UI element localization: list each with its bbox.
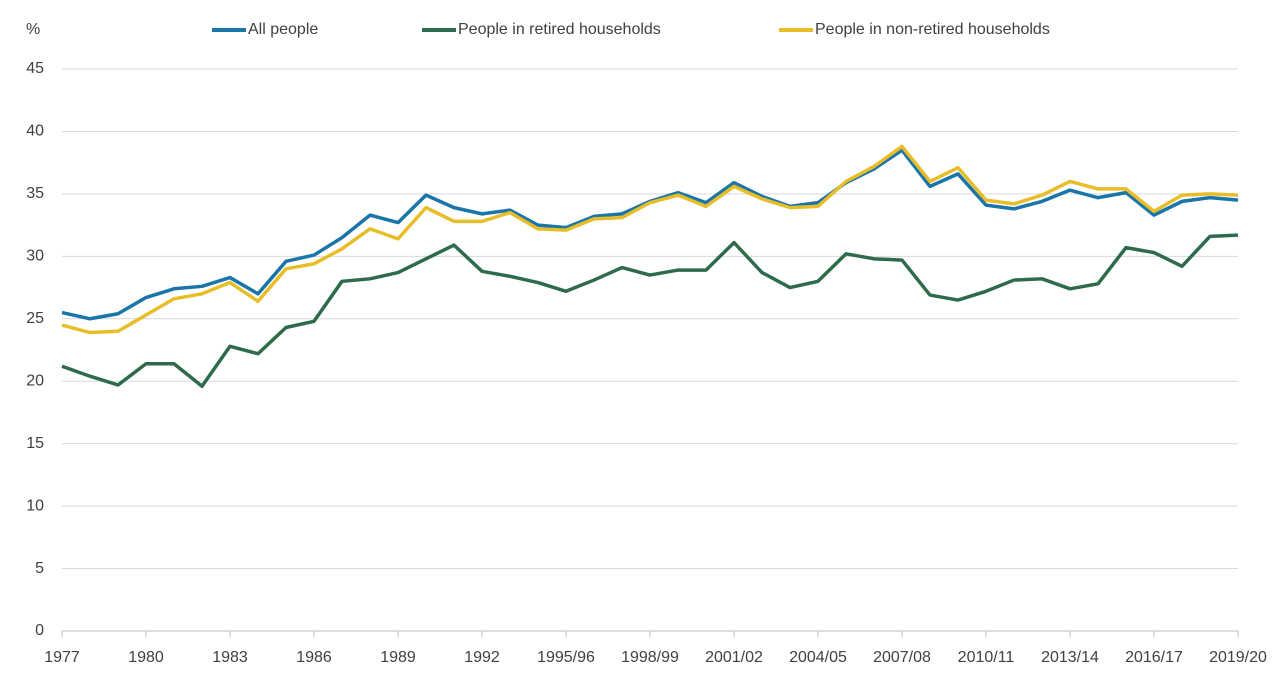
- x-tick-label: 1989: [380, 649, 416, 666]
- x-tick-label: 2016/17: [1125, 649, 1183, 666]
- y-tick-label: 5: [35, 560, 44, 577]
- legend-label: People in retired households: [458, 21, 661, 38]
- x-tick-label: 2001/02: [705, 649, 763, 666]
- y-tick-label: 25: [26, 310, 44, 327]
- y-tick-label: 45: [26, 60, 44, 77]
- x-tick-label: 1977: [44, 649, 80, 666]
- y-tick-label: 40: [26, 123, 44, 140]
- x-tick-label: 1983: [212, 649, 248, 666]
- legend-label: All people: [248, 21, 318, 38]
- x-tick-label: 2013/14: [1041, 649, 1099, 666]
- x-tick-label: 2004/05: [789, 649, 847, 666]
- x-tick-label: 2007/08: [873, 649, 931, 666]
- legend-label: People in non-retired households: [815, 21, 1050, 38]
- x-tick-label: 1998/99: [621, 649, 679, 666]
- y-tick-label: 0: [35, 622, 44, 639]
- x-tick-label: 1995/96: [537, 649, 595, 666]
- series-line: [61, 148, 1239, 321]
- y-axis-label: %: [26, 21, 40, 38]
- x-tick-label: 1980: [128, 649, 164, 666]
- y-tick-label: 30: [26, 248, 44, 265]
- y-tick-label: 10: [26, 497, 44, 514]
- series-line: [61, 144, 1239, 335]
- y-tick-label: 15: [26, 435, 44, 452]
- x-tick-label: 2019/20: [1209, 649, 1267, 666]
- series-line: [61, 233, 1239, 388]
- y-tick-label: 20: [26, 372, 44, 389]
- x-tick-label: 1986: [296, 649, 332, 666]
- x-tick-label: 1992: [464, 649, 500, 666]
- x-tick-label: 2010/11: [958, 649, 1015, 666]
- y-tick-label: 35: [26, 185, 44, 202]
